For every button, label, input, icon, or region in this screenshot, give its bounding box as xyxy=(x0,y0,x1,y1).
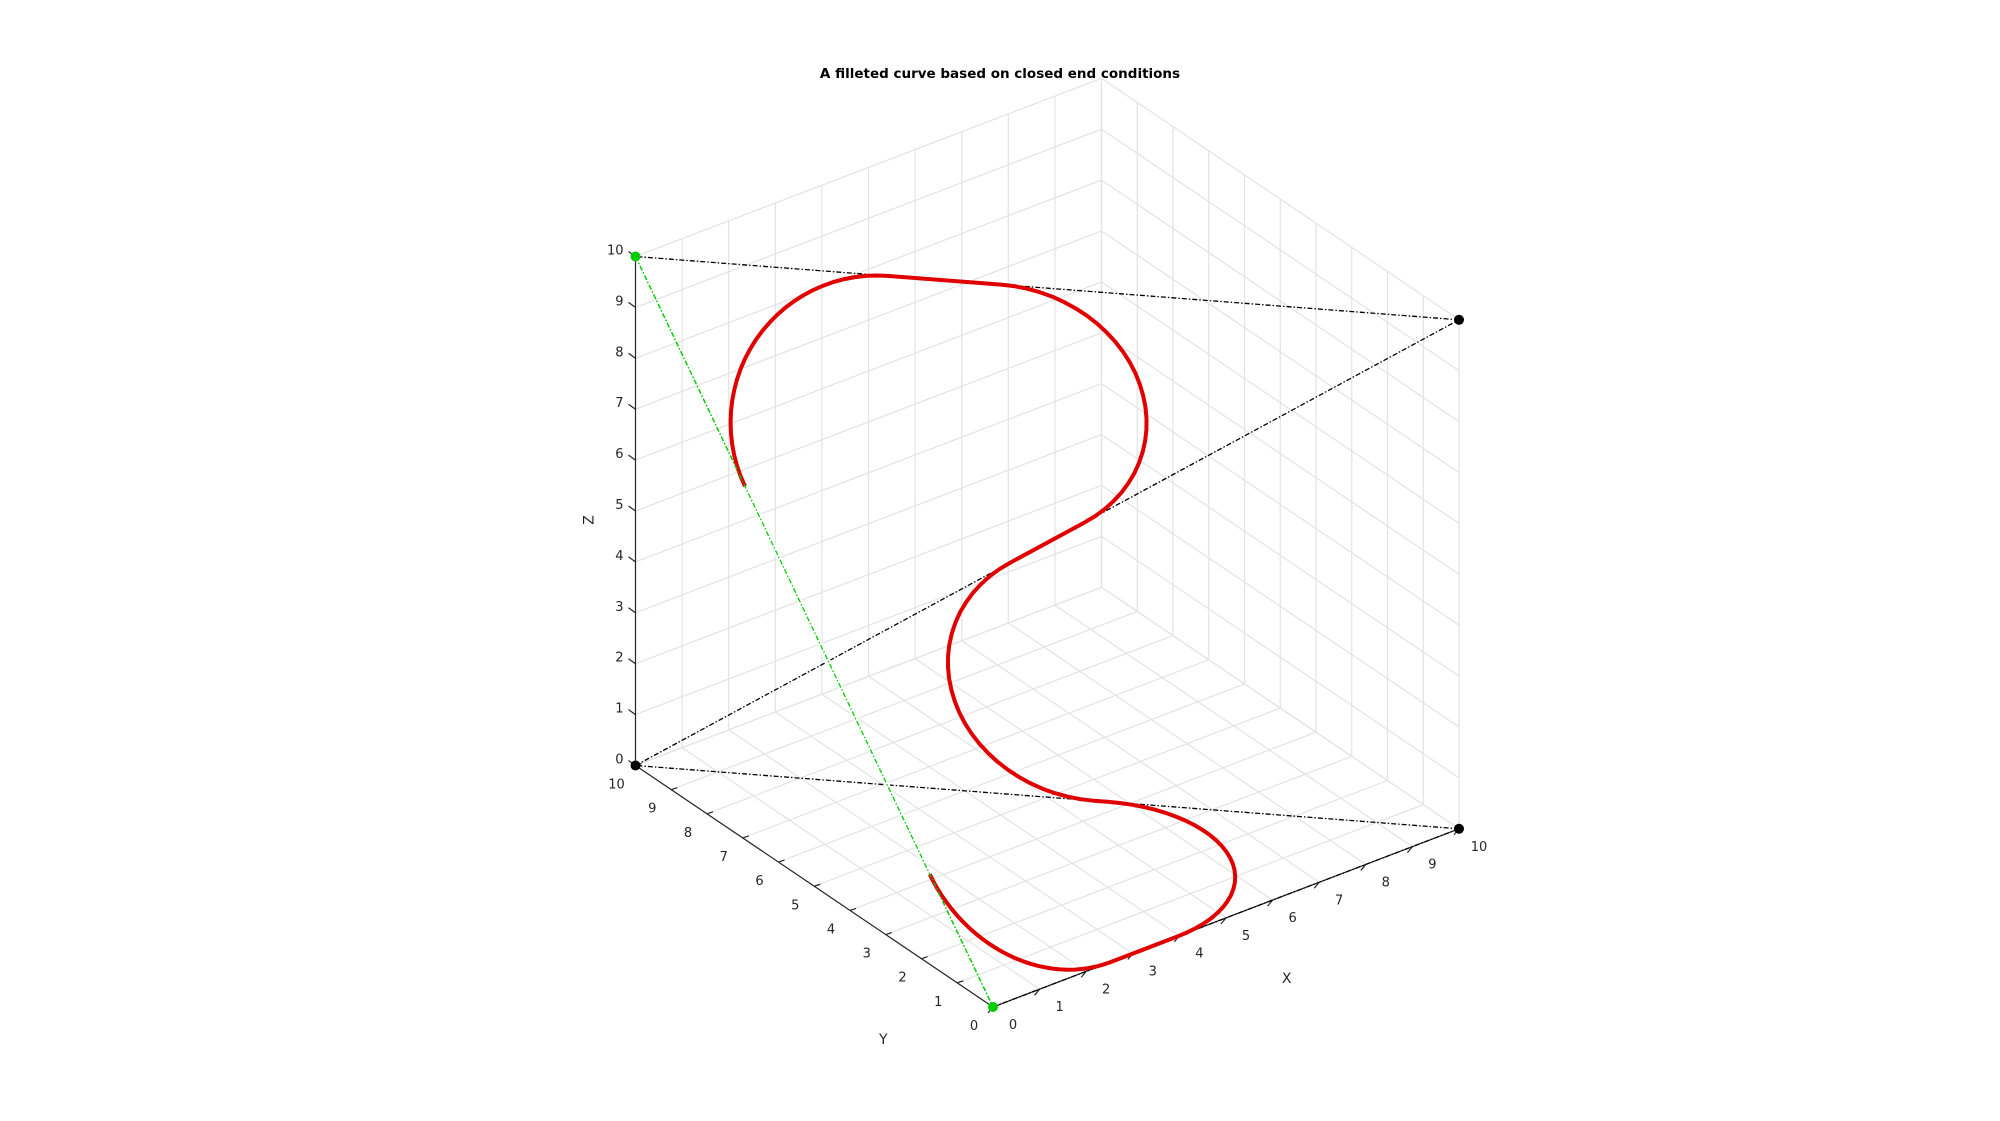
z-tick-label: 10 xyxy=(607,244,624,259)
x-tick-mark xyxy=(1220,917,1227,925)
z-tick-label: 5 xyxy=(615,498,623,513)
grid-line-floor-x xyxy=(961,640,1320,883)
control-polygon-segment xyxy=(635,764,1460,830)
z-tick-label: 2 xyxy=(615,651,623,666)
x-tick-label: 4 xyxy=(1195,947,1203,962)
z-tick-label: 4 xyxy=(615,549,623,564)
x-tick-label: 2 xyxy=(1102,982,1110,997)
z-tick-label: 1 xyxy=(615,702,623,717)
closing-segment-overlay xyxy=(634,256,994,1008)
x-tick-label: 9 xyxy=(1428,858,1436,873)
z-tick-mark xyxy=(628,709,636,716)
z-tick-mark xyxy=(628,403,636,410)
z-tick-mark xyxy=(628,352,636,359)
y-tick-mark xyxy=(849,907,857,911)
grid-line-wall-x xyxy=(1101,281,1460,524)
control-polygon-segment xyxy=(635,319,1460,767)
grid-line-floor-x xyxy=(914,658,1273,901)
y-tick-label: 4 xyxy=(827,922,835,937)
end-point-marker xyxy=(630,251,641,262)
grid-line-wall-y xyxy=(635,179,1102,359)
grid-line-wall-y xyxy=(635,77,1102,258)
y-tick-label: 7 xyxy=(720,850,728,865)
y-tick-label: 8 xyxy=(684,826,692,841)
y-tick-label: 0 xyxy=(970,1019,978,1034)
z-tick-label: 3 xyxy=(615,600,623,615)
control-polygon-segment xyxy=(992,828,1460,1008)
grid-line-wall-y xyxy=(635,230,1102,410)
grid-line-floor-x xyxy=(1054,604,1413,848)
x-tick-label: 6 xyxy=(1288,911,1296,926)
x-tick-mark xyxy=(1406,846,1413,854)
y-tick-mark xyxy=(778,859,785,863)
y-tick-mark xyxy=(671,787,678,791)
z-tick-mark xyxy=(628,556,636,563)
grid-line-floor-x xyxy=(1101,586,1460,830)
z-tick-label: 0 xyxy=(615,753,623,768)
grid-line-wall-x xyxy=(1101,332,1460,575)
grid-line-wall-y xyxy=(635,281,1102,461)
y-tick-mark xyxy=(885,931,892,936)
y-tick-mark xyxy=(706,811,714,815)
z-tick-mark xyxy=(628,454,636,461)
y-tick-label: 10 xyxy=(608,778,625,793)
x-tick-label: 8 xyxy=(1382,875,1390,890)
z-tick-label: 6 xyxy=(615,447,623,462)
z-tick-label: 9 xyxy=(615,294,623,309)
grid-line-wall-x xyxy=(1101,77,1460,321)
y-tick-label: 6 xyxy=(755,874,763,889)
x-tick-label: 10 xyxy=(1471,840,1488,855)
grid-line-floor-y xyxy=(706,635,1174,815)
grid-line-wall-x xyxy=(1101,230,1460,473)
grid-line-floor-y xyxy=(742,659,1209,839)
chart-title: A filleted curve based on closed end con… xyxy=(820,66,1180,82)
x-tick-label: 3 xyxy=(1149,965,1157,980)
y-tick-mark xyxy=(957,980,964,984)
y-tick-mark xyxy=(814,883,821,887)
axes: 0 1 2 3 4 5 6 7 8 9 10 0 1 2 3 4 5 6 7 8 9 10 0 1 2 3 4 5 6 7 8 9 10 xyxy=(607,244,1487,1035)
grid-line-floor-x xyxy=(1007,622,1367,865)
y-tick-label: 5 xyxy=(791,898,799,913)
z-tick-label: 7 xyxy=(615,396,623,411)
grid-line-wall-x xyxy=(1101,179,1460,423)
z-axis-label: Z xyxy=(582,515,598,525)
control-point-marker xyxy=(1454,314,1464,325)
x-tick-label: 5 xyxy=(1242,929,1250,944)
control-point-marker xyxy=(1454,823,1464,834)
z-tick-mark xyxy=(628,658,636,665)
y-tick-mark xyxy=(921,956,928,960)
y-tick-label: 2 xyxy=(898,971,906,986)
y-tick-label: 9 xyxy=(648,802,656,817)
grid-line-wall-y xyxy=(635,128,1102,308)
z-tick-mark xyxy=(628,505,636,512)
grid-line-floor-y xyxy=(635,586,1102,767)
control-point-marker xyxy=(630,760,641,771)
control-polygon-segment xyxy=(635,255,1460,321)
filleted-curve xyxy=(728,273,1238,972)
y-axis-label: Y xyxy=(878,1032,888,1048)
y-tick-label: 1 xyxy=(934,995,942,1010)
x-tick-label: 7 xyxy=(1335,893,1343,908)
end-point-marker xyxy=(988,1002,998,1012)
x-tick-label: 0 xyxy=(1009,1018,1017,1033)
z-tick-mark xyxy=(628,301,636,308)
y-tick-label: 3 xyxy=(863,947,871,962)
z-tick-mark xyxy=(628,607,636,614)
grid-line-wall-y xyxy=(635,332,1102,512)
grid xyxy=(634,77,1460,1008)
data-layer xyxy=(630,251,1464,1012)
grid-line-floor-y xyxy=(671,610,1138,791)
x-tick-label: 1 xyxy=(1055,1000,1063,1015)
x-tick-mark xyxy=(1034,988,1041,996)
y-tick-mark xyxy=(742,835,749,839)
z-tick-label: 8 xyxy=(615,345,623,360)
grid-line-wall-x xyxy=(1101,128,1460,372)
x-tick-mark xyxy=(1360,864,1367,871)
x-axis-label: X xyxy=(1282,971,1292,987)
